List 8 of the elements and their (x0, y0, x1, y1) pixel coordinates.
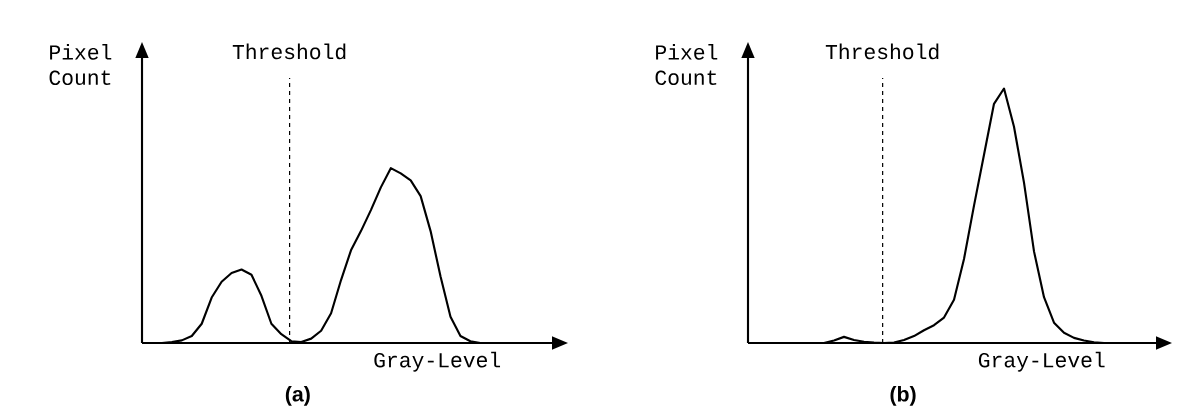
x-axis-title: Gray-Level (374, 351, 501, 372)
y-axis-title: Pixel Count (655, 44, 718, 85)
text: Threshold (825, 43, 939, 60)
text: (b) (890, 385, 916, 406)
x-axis-title: Gray-Level (978, 351, 1105, 372)
text: Threshold (232, 43, 346, 60)
text: (a) (285, 385, 310, 406)
y-axis-title: Pixel Count (49, 44, 112, 86)
